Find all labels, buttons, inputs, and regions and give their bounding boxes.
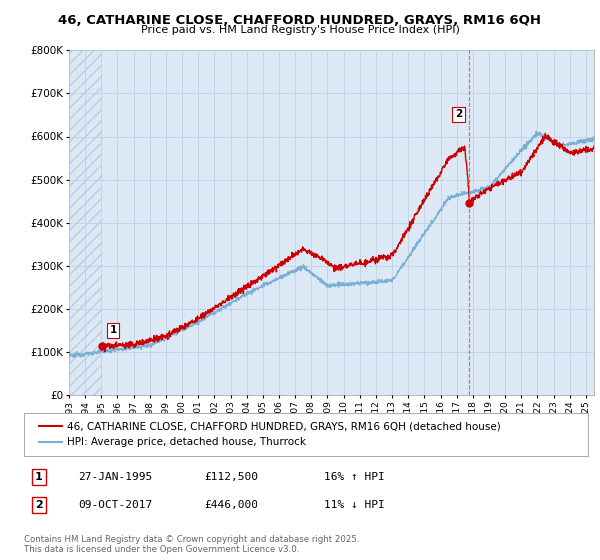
Text: 16% ↑ HPI: 16% ↑ HPI (324, 472, 385, 482)
Text: £446,000: £446,000 (204, 500, 258, 510)
Text: 46, CATHARINE CLOSE, CHAFFORD HUNDRED, GRAYS, RM16 6QH: 46, CATHARINE CLOSE, CHAFFORD HUNDRED, G… (59, 14, 542, 27)
Text: 1: 1 (35, 472, 43, 482)
Legend: 46, CATHARINE CLOSE, CHAFFORD HUNDRED, GRAYS, RM16 6QH (detached house), HPI: Av: 46, CATHARINE CLOSE, CHAFFORD HUNDRED, G… (35, 418, 505, 451)
Text: 1: 1 (109, 325, 116, 335)
Text: 2: 2 (455, 109, 462, 119)
Text: 11% ↓ HPI: 11% ↓ HPI (324, 500, 385, 510)
Text: £112,500: £112,500 (204, 472, 258, 482)
Text: Contains HM Land Registry data © Crown copyright and database right 2025.
This d: Contains HM Land Registry data © Crown c… (24, 535, 359, 554)
Text: Price paid vs. HM Land Registry's House Price Index (HPI): Price paid vs. HM Land Registry's House … (140, 25, 460, 35)
Text: 27-JAN-1995: 27-JAN-1995 (78, 472, 152, 482)
Text: 2: 2 (35, 500, 43, 510)
Text: 09-OCT-2017: 09-OCT-2017 (78, 500, 152, 510)
